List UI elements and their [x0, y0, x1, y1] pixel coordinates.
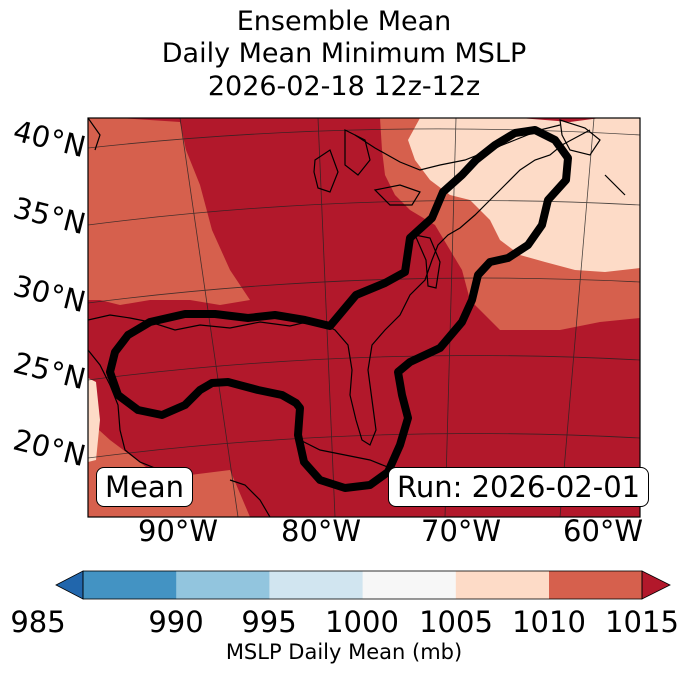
colorbar-segment	[176, 571, 270, 599]
mean-label-box: Mean	[96, 467, 194, 507]
colorbar-segment	[549, 571, 643, 599]
graticule	[88, 118, 640, 517]
lon-label-70w: 70°W	[421, 514, 502, 548]
pressure-field-1010-1015-west	[88, 118, 250, 305]
map-frame	[87, 117, 641, 518]
lon-label-90w: 90°W	[138, 514, 219, 548]
colorbar-tick-1005: 1005	[419, 605, 493, 639]
title-line-3: 2026-02-18 12z-12z	[207, 71, 481, 102]
pressure-field-1005-1010-west	[88, 378, 100, 462]
contour-1015	[106, 126, 572, 492]
colorbar-extend-high	[641, 570, 671, 600]
colorbar-segment	[83, 571, 177, 599]
title-line-2: Daily Mean Minimum MSLP	[161, 38, 527, 69]
lon-label-80w: 80°W	[281, 514, 362, 548]
colorbar-tick-985: 985	[10, 605, 66, 639]
colorbar-tick-995: 995	[241, 605, 297, 639]
colorbar-tick-1015: 1015	[605, 605, 679, 639]
colorbar-segment	[455, 571, 550, 599]
colorbar-segment	[269, 571, 364, 599]
colorbar-tick-990: 990	[148, 605, 204, 639]
colorbar-segment	[362, 571, 457, 599]
colorbar-tick-1010: 1010	[512, 605, 586, 639]
colorbar-label: MSLP Daily Mean (mb)	[225, 640, 463, 664]
lon-label-60w: 60°W	[563, 514, 644, 548]
pressure-field-1005-1010-northeast	[408, 118, 640, 272]
run-date-label-box: Run: 2026-02-01	[388, 467, 650, 507]
colorbar-frame	[82, 570, 643, 600]
colorbar-tick-1000: 1000	[325, 605, 399, 639]
colorbar-extend-low	[55, 570, 84, 600]
title-line-1: Ensemble Mean	[236, 6, 452, 37]
